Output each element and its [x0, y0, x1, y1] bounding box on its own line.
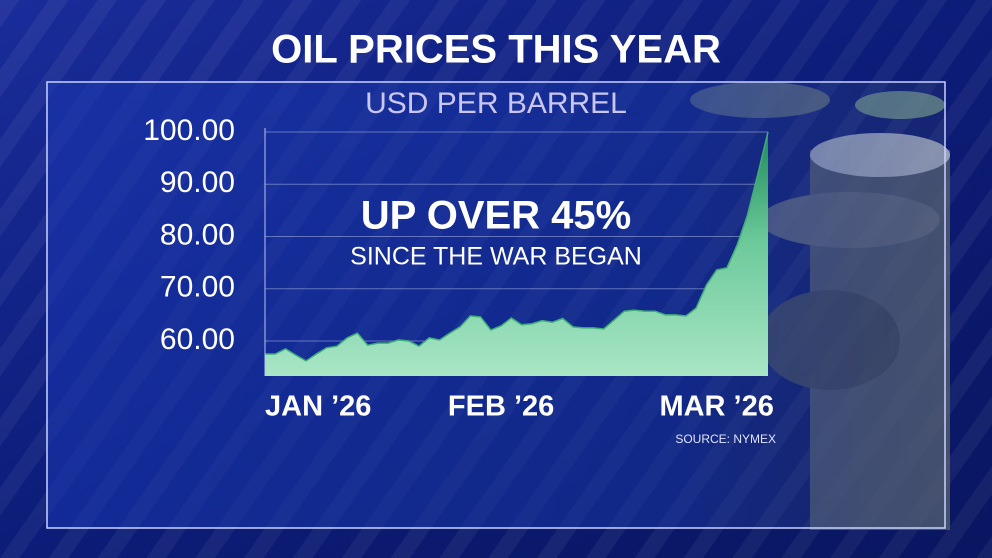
y-tick-label: 90.00	[160, 166, 235, 199]
x-tick-label: FEB ’26	[448, 391, 554, 423]
annotation: UP OVER 45%	[361, 194, 632, 238]
y-tick-label: 60.00	[160, 323, 235, 356]
y-tick-label: 80.00	[160, 218, 235, 251]
x-tick-label: JAN ’26	[265, 391, 371, 423]
source-note: SOURCE: NYMEX	[675, 432, 776, 446]
y-tick-label: 100.00	[143, 114, 235, 147]
chart-title: OIL PRICES THIS YEAR	[271, 28, 721, 72]
x-tick-label: MAR ’26	[659, 391, 773, 423]
annotation: SINCE THE WAR BEGAN	[350, 243, 642, 271]
y-tick-label: 70.00	[160, 271, 235, 304]
panel	[46, 81, 946, 529]
price-area	[265, 132, 768, 376]
price-line	[265, 131, 769, 362]
plot: 60.00 70.00 80.00 90.00 100.00 JAN ’26 FEB ’26…	[143, 114, 774, 423]
chart-subtitle: USD PER BARREL	[365, 87, 627, 120]
